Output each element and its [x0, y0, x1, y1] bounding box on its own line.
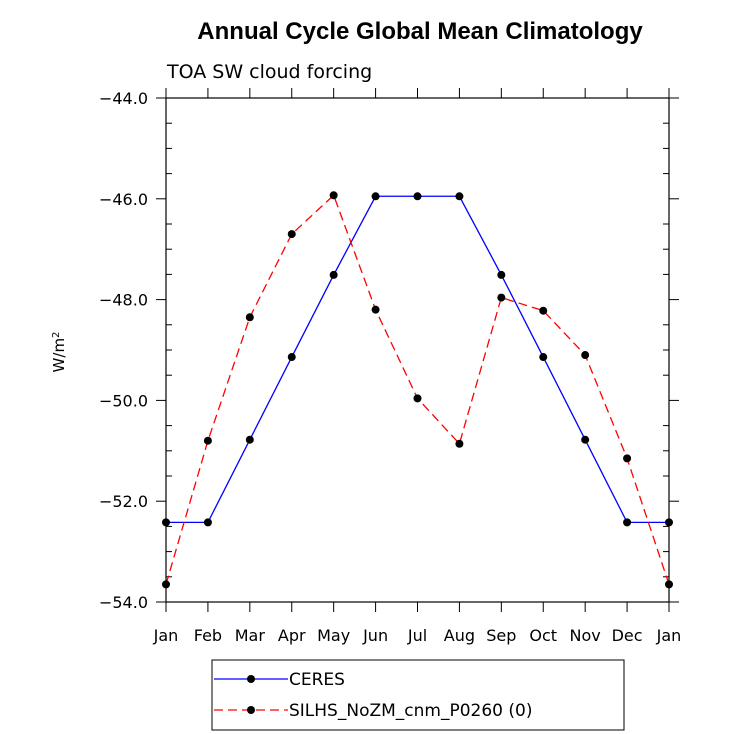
x-tick-label: Feb	[194, 626, 222, 645]
y-axis-label: W/m2	[50, 332, 68, 373]
legend-label-2: SILHS_NoZM_cnm_P0260 (0)	[289, 701, 532, 721]
x-tick-label: Oct	[529, 626, 557, 645]
series-2-point	[623, 454, 632, 463]
x-tick-label: Jan	[153, 626, 179, 645]
axis-ticks	[156, 88, 679, 612]
chart-subtitle: TOA SW cloud forcing	[166, 61, 372, 83]
x-tick-label: Aug	[444, 626, 475, 645]
x-tick-label: Sep	[486, 626, 516, 645]
x-tick-label: Nov	[570, 626, 601, 645]
series-1-point	[162, 518, 170, 527]
x-tick-label: Jun	[362, 626, 388, 645]
series-2-point	[245, 313, 254, 322]
series-1-point	[665, 518, 673, 527]
chart-title: Annual Cycle Global Mean Climatology	[197, 18, 643, 45]
y-tick-label: −48.0	[99, 291, 148, 310]
series-1-point	[497, 270, 506, 279]
series-1-point	[413, 192, 422, 201]
y-tick-labels: −54.0 −52.0 −50.0 −48.0 −46.0 −44.0	[99, 89, 148, 612]
series-1-point	[329, 270, 338, 279]
x-tick-labels: Jan Feb Mar Apr May Jun Jul Aug Sep Oct Nov Dec Jan	[153, 626, 682, 645]
legend-marker-2	[247, 706, 255, 714]
legend-label-1: CERES	[289, 670, 345, 690]
plot-frame	[165, 97, 670, 603]
series-2-point	[413, 394, 422, 403]
x-tick-label: Mar	[235, 626, 266, 645]
y-tick-label: −54.0	[99, 593, 148, 612]
series-layer	[162, 191, 673, 589]
series-line-2	[165, 194, 670, 585]
series-1-point	[539, 353, 548, 362]
legend: CERES SILHS_NoZM_cnm_P0260 (0)	[211, 659, 625, 731]
x-tick-label: Jan	[656, 626, 682, 645]
series-1-point	[455, 192, 464, 201]
series-2-point	[329, 191, 338, 200]
y-tick-label: −52.0	[99, 492, 148, 511]
y-tick-label: −44.0	[99, 89, 148, 108]
x-tick-label: Apr	[278, 626, 306, 645]
x-tick-label: May	[317, 626, 350, 645]
series-2-point	[371, 305, 380, 314]
legend-marker-1	[247, 675, 255, 683]
series-1-point	[581, 435, 590, 444]
series-1-point	[245, 435, 254, 444]
x-tick-label: Jul	[407, 626, 427, 645]
y-tick-label: −50.0	[99, 391, 148, 410]
series-1-point	[623, 518, 632, 527]
y-tick-label: −46.0	[99, 190, 148, 209]
series-1-point	[287, 353, 296, 362]
series-2-point	[162, 580, 170, 589]
series-2-point	[581, 351, 590, 360]
x-tick-label: Dec	[612, 626, 643, 645]
legend-box	[211, 659, 625, 731]
series-1-point	[203, 518, 212, 527]
series-line-1	[166, 195, 669, 524]
series-2-point	[497, 293, 506, 302]
series-2-point	[455, 439, 464, 448]
series-1-point	[371, 192, 380, 201]
series-2-point	[539, 306, 548, 315]
series-2-point	[203, 436, 212, 445]
series-2-point	[287, 230, 296, 239]
series-2-point	[665, 580, 673, 589]
